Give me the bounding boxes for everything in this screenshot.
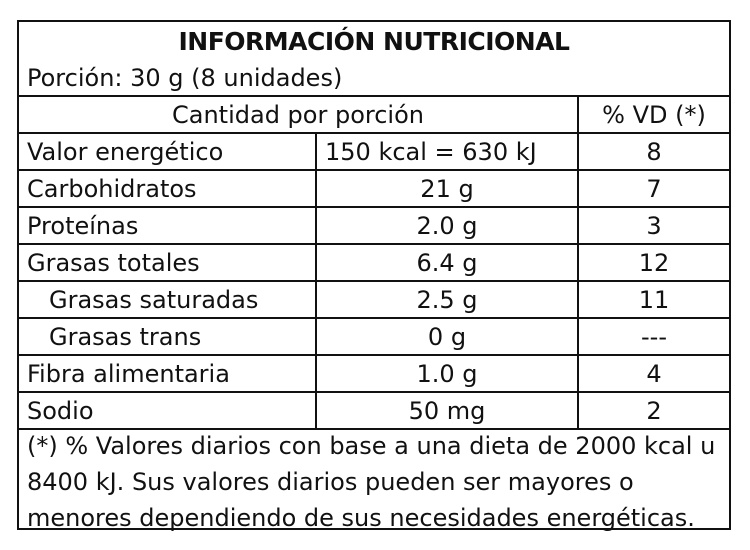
- table-row: Carbohidratos 21 g 7: [19, 171, 729, 208]
- nutrient-dv: 11: [638, 285, 670, 314]
- nutrient-dv: 8: [646, 137, 662, 166]
- title-row: INFORMACIÓN NUTRICIONAL: [19, 22, 729, 60]
- column-header-row: Cantidad por porción % VD (*): [19, 97, 729, 134]
- table-row: Sodio 50 mg 2: [19, 393, 729, 430]
- nutrition-facts-table: INFORMACIÓN NUTRICIONAL Porción: 30 g (8…: [17, 20, 731, 532]
- nutrient-amount: 1.0 g: [317, 356, 579, 391]
- nutrient-amount: 2.0 g: [317, 208, 579, 243]
- table-row: Fibra alimentaria 1.0 g 4: [19, 356, 729, 393]
- nutrient-name: Fibra alimentaria: [19, 356, 317, 391]
- nutrient-amount: 0 g: [317, 319, 579, 354]
- nutrient-name: Grasas totales: [19, 245, 317, 280]
- nutrient-amount: 150 kcal = 630 kJ: [317, 134, 579, 169]
- nutrient-dv: 2: [646, 396, 662, 425]
- nutrient-amount: 21 g: [317, 171, 579, 206]
- nutrient-name: Grasas saturadas: [19, 282, 317, 317]
- nutrient-name: Valor energético: [19, 134, 317, 169]
- nutrient-name: Grasas trans: [19, 319, 317, 354]
- nutrient-dv: 3: [646, 211, 662, 240]
- table-row: Valor energético 150 kcal = 630 kJ 8: [19, 134, 729, 171]
- daily-value-footnote: (*) % Valores diarios con base a una die…: [27, 432, 716, 532]
- table-title: INFORMACIÓN NUTRICIONAL: [178, 26, 571, 56]
- amount-per-serving-header: Cantidad por porción: [19, 97, 579, 132]
- nutrient-dv: 7: [646, 174, 662, 203]
- nutrient-amount: 50 mg: [317, 393, 579, 428]
- table-row: Grasas totales 6.4 g 12: [19, 245, 729, 282]
- nutrient-dv: ---: [641, 322, 667, 351]
- nutrient-name: Proteínas: [19, 208, 317, 243]
- nutrient-dv: 12: [638, 248, 670, 277]
- nutrient-name: Carbohidratos: [19, 171, 317, 206]
- nutrient-amount: 2.5 g: [317, 282, 579, 317]
- table-row: Proteínas 2.0 g 3: [19, 208, 729, 245]
- serving-size: Porción: 30 g (8 unidades): [27, 63, 343, 92]
- nutrient-name: Sodio: [19, 393, 317, 428]
- daily-value-header: % VD (*): [602, 100, 706, 129]
- nutrient-dv: 4: [646, 359, 662, 388]
- table-row: Grasas trans 0 g ---: [19, 319, 729, 356]
- serving-row: Porción: 30 g (8 unidades): [19, 60, 729, 97]
- table-row: Grasas saturadas 2.5 g 11: [19, 282, 729, 319]
- nutrient-amount: 6.4 g: [317, 245, 579, 280]
